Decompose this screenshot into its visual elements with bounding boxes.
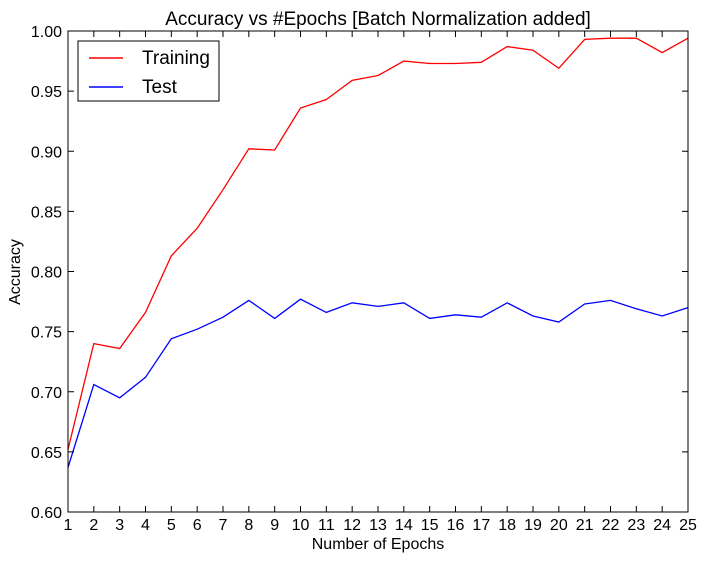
y-axis-label: Accuracy bbox=[7, 239, 24, 305]
x-tick-label: 2 bbox=[89, 517, 98, 534]
x-tick-label: 4 bbox=[141, 517, 150, 534]
y-tick-label: 1.00 bbox=[31, 24, 62, 41]
series-line-training bbox=[67, 37, 689, 450]
y-tick-label: 0.75 bbox=[31, 325, 62, 342]
x-tick-label: 6 bbox=[193, 517, 202, 534]
x-tick-label: 25 bbox=[679, 517, 697, 534]
x-tick-label: 1 bbox=[64, 517, 73, 534]
y-tick-label: 0.85 bbox=[31, 204, 62, 221]
x-tick-label: 22 bbox=[602, 517, 620, 534]
y-tick-label: 0.65 bbox=[31, 445, 62, 462]
x-tick-label: 21 bbox=[576, 517, 594, 534]
x-tick-label: 24 bbox=[653, 517, 671, 534]
legend-label-training: Training bbox=[142, 48, 210, 69]
x-tick-label: 17 bbox=[472, 517, 490, 534]
legend: Training Test bbox=[77, 40, 220, 102]
x-tick-label: 23 bbox=[627, 517, 645, 534]
x-tick-label: 18 bbox=[498, 517, 516, 534]
plot-frame bbox=[67, 30, 689, 513]
x-tick-label: 19 bbox=[524, 517, 542, 534]
x-axis-label: Number of Epochs bbox=[312, 536, 445, 553]
x-tick-label: 3 bbox=[115, 517, 124, 534]
x-tick-label: 16 bbox=[447, 517, 465, 534]
x-tick-label: 15 bbox=[421, 517, 439, 534]
x-tick-label: 12 bbox=[343, 517, 361, 534]
y-tick-label: 0.80 bbox=[31, 265, 62, 282]
y-tick-label: 0.95 bbox=[31, 84, 62, 101]
x-tick-label: 9 bbox=[270, 517, 279, 534]
x-tick-label: 11 bbox=[318, 517, 335, 534]
y-tick-label: 0.70 bbox=[31, 385, 62, 402]
series-line-test bbox=[67, 298, 689, 468]
x-tick-label: 10 bbox=[292, 517, 310, 534]
legend-label-test: Test bbox=[142, 77, 178, 98]
x-tick-label: 20 bbox=[550, 517, 568, 534]
y-tick-label: 0.90 bbox=[31, 144, 62, 161]
x-tick-label: 8 bbox=[244, 517, 253, 534]
x-tick-label: 5 bbox=[167, 517, 176, 534]
x-tick-label: 14 bbox=[395, 517, 413, 534]
y-tick-label: 0.60 bbox=[31, 505, 62, 522]
legend-box bbox=[77, 40, 220, 102]
x-tick-label: 7 bbox=[219, 517, 228, 534]
x-tick-label: 13 bbox=[369, 517, 387, 534]
chart-title: Accuracy vs #Epochs [Batch Normalization… bbox=[165, 9, 591, 30]
